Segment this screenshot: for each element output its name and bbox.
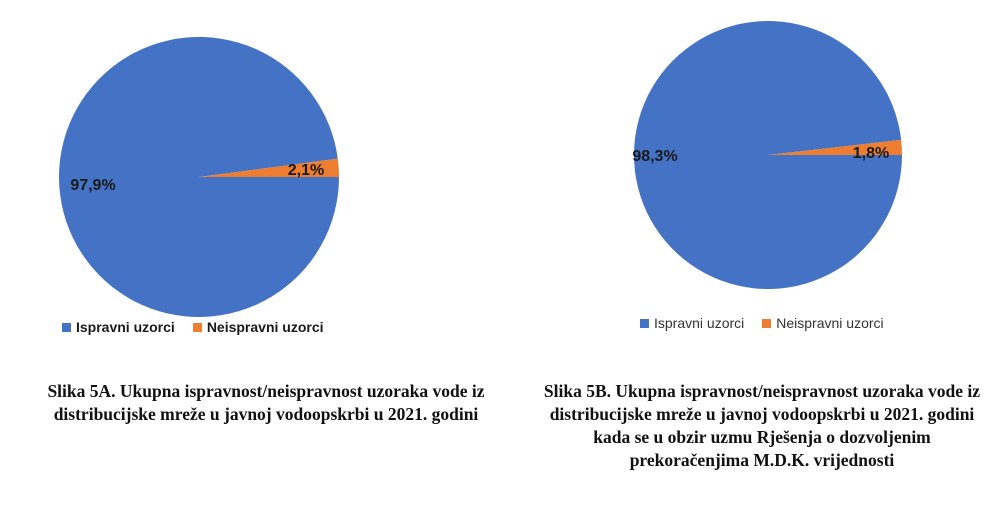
pie-5a-slice-ispravni (59, 36, 340, 317)
legend-5b: Ispravni uzorci Neispravni uzorci (640, 315, 902, 331)
data-label-5a-neispravni: 2,1% (287, 162, 325, 179)
legend-item-5a-neispravni: Neispravni uzorci (192, 319, 324, 335)
legend-item-5a-ispravni: Ispravni uzorci (62, 319, 175, 335)
caption-5b: Slika 5B. Ukupna ispravnost/neispravnost… (543, 381, 981, 470)
legend-label-5a-ispravni: Ispravni uzorci (76, 319, 175, 335)
legend-label-5b-neispravni: Neispravni uzorci (776, 315, 884, 331)
pie-5a-slice-neispravni (199, 158, 339, 177)
pie-5b-slice-neispravni (768, 139, 902, 155)
legend-swatch-5a-ispravni (62, 322, 71, 332)
legend-label-5a-neispravni: Neispravni uzorci (206, 319, 324, 335)
pie-chart-5a (59, 36, 340, 317)
data-label-5b-ispravni: 98,3% (632, 148, 678, 165)
legend-swatch-5b-neispravni (762, 318, 772, 328)
pie-5b-slice-ispravni (634, 21, 902, 290)
legend-swatch-5b-ispravni (640, 318, 649, 328)
legend-label-5b-ispravni: Ispravni uzorci (654, 315, 745, 331)
pie-chart-5b (634, 21, 902, 290)
legend-5a: Ispravni uzorci Neispravni uzorci (62, 319, 342, 335)
caption-5a: Slika 5A. Ukupna ispravnost/neispravnost… (47, 381, 485, 424)
legend-item-5b-neispravni: Neispravni uzorci (762, 315, 884, 331)
data-label-5a-ispravni: 97,9% (70, 177, 116, 194)
legend-swatch-5a-neispravni (192, 322, 202, 332)
legend-item-5b-ispravni: Ispravni uzorci (640, 315, 744, 331)
data-label-5b-neispravni: 1,8% (852, 145, 890, 162)
